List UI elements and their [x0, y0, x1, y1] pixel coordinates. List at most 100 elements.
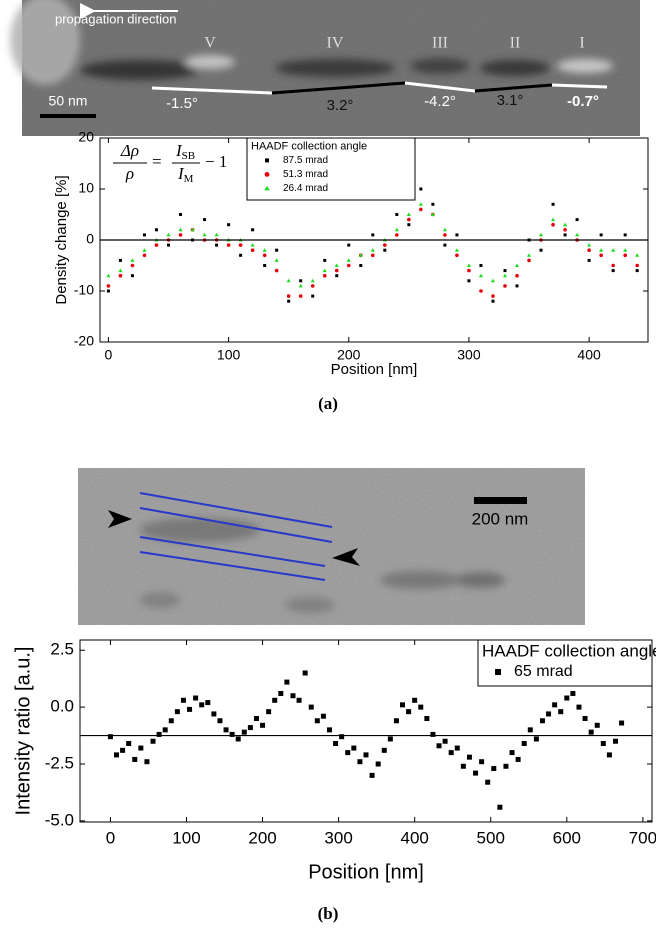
- point: [570, 690, 576, 696]
- point: [503, 763, 509, 769]
- x-tick-label: 300: [324, 828, 352, 847]
- formula-part: I: [177, 164, 185, 183]
- formula-part: =: [152, 152, 162, 171]
- point: [142, 248, 147, 252]
- point: [562, 222, 568, 227]
- point: [187, 706, 193, 712]
- point: [485, 779, 491, 785]
- point: [310, 284, 315, 288]
- point: [290, 693, 296, 699]
- y-tick-label: 20: [78, 129, 94, 145]
- point: [211, 711, 217, 717]
- point: [298, 283, 303, 288]
- point: [503, 284, 507, 288]
- point: [142, 233, 146, 237]
- point: [623, 248, 628, 252]
- region-label: II: [510, 35, 521, 52]
- point: [436, 743, 442, 749]
- angle-label: 3.1°: [497, 92, 524, 109]
- point: [612, 738, 618, 744]
- point: [419, 207, 423, 212]
- point: [250, 248, 255, 252]
- legend-label: 26.4 mrad: [283, 183, 328, 194]
- point: [370, 248, 375, 252]
- point: [587, 248, 591, 252]
- point: [179, 213, 183, 216]
- point: [491, 766, 497, 772]
- point: [546, 711, 552, 717]
- point: [132, 756, 138, 762]
- plot-frame: [79, 639, 653, 823]
- point: [107, 734, 113, 740]
- point: [594, 722, 600, 728]
- legend-title: HAADF collection angle: [482, 641, 656, 660]
- point: [144, 759, 150, 765]
- point: [418, 202, 423, 206]
- point: [190, 227, 195, 232]
- point: [358, 253, 363, 257]
- point: [168, 718, 174, 724]
- point: [347, 243, 351, 247]
- point: [587, 243, 592, 247]
- caption: (b): [318, 904, 339, 923]
- point: [265, 158, 269, 163]
- point: [215, 243, 219, 247]
- point: [623, 233, 627, 237]
- point: [286, 294, 291, 298]
- point: [611, 248, 616, 252]
- point: [635, 253, 640, 257]
- point: [118, 258, 122, 262]
- x-tick-label: 500: [477, 828, 505, 847]
- point: [526, 253, 532, 257]
- point: [455, 233, 459, 237]
- point: [393, 718, 399, 724]
- point: [274, 258, 279, 262]
- x-tick-label: 400: [577, 347, 601, 363]
- point: [563, 228, 567, 232]
- point: [167, 243, 170, 247]
- scale-bar-label: 200 nm: [472, 509, 529, 528]
- y-tick-label: 10: [78, 180, 94, 196]
- point: [263, 264, 267, 267]
- point: [400, 702, 406, 708]
- scale-bar-label: 50 nm: [49, 93, 88, 109]
- point: [563, 233, 567, 237]
- point: [346, 258, 351, 262]
- point: [226, 243, 231, 247]
- point: [371, 233, 375, 237]
- point: [552, 702, 558, 708]
- point: [238, 243, 243, 247]
- point: [509, 750, 515, 756]
- point: [443, 233, 447, 237]
- point: [443, 243, 447, 247]
- point: [126, 741, 132, 747]
- x-tick-label: 100: [217, 347, 241, 363]
- point: [381, 747, 387, 753]
- formula-part: ρ: [125, 164, 134, 183]
- micrograph-b: 200 nm: [78, 468, 585, 625]
- point: [214, 232, 219, 237]
- point: [514, 263, 520, 267]
- point: [120, 747, 126, 753]
- point: [575, 218, 579, 222]
- caption: (a): [318, 394, 338, 413]
- point: [491, 294, 495, 298]
- point: [460, 763, 466, 769]
- point: [412, 697, 418, 703]
- formula-part: I: [175, 141, 183, 160]
- point: [406, 212, 411, 216]
- point: [558, 709, 564, 715]
- region-label: V: [204, 35, 216, 52]
- y-tick-label: -5.0: [45, 810, 74, 829]
- direction-label: propagation direction: [55, 11, 176, 26]
- point: [154, 243, 159, 247]
- x-axis-label: Position [nm]: [331, 361, 418, 378]
- point: [466, 263, 472, 267]
- point: [274, 268, 279, 273]
- point: [370, 253, 375, 258]
- point: [264, 172, 270, 177]
- angle-label: 3.2°: [327, 97, 354, 114]
- point: [406, 709, 412, 715]
